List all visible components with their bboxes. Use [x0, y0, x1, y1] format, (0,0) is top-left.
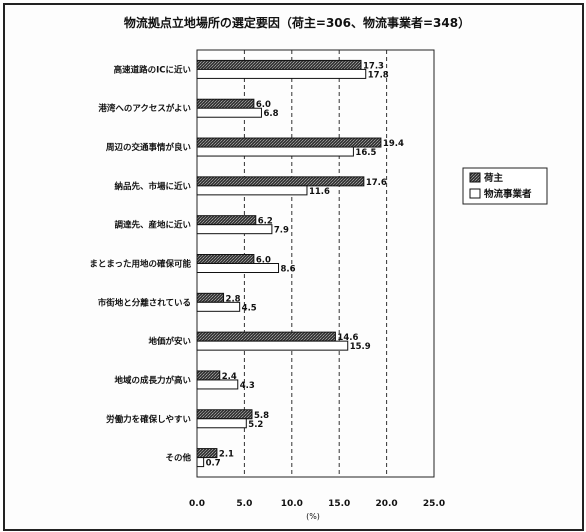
value-label-shipper: 6.2 [258, 217, 273, 227]
category-label: 高速道路のICに近い [114, 64, 191, 75]
bar-logistics [196, 224, 273, 235]
x-tick-label: 10.0 [281, 499, 303, 509]
value-label-logistics: 16.5 [355, 148, 376, 158]
x-tick-label: 15.0 [328, 499, 350, 509]
bar-shipper [196, 448, 218, 459]
value-label-shipper: 6.0 [256, 256, 271, 266]
bar-logistics [196, 457, 205, 468]
bar-logistics [196, 263, 280, 273]
x-tick-label: 25.0 [423, 499, 445, 509]
x-tick-label: 0.0 [189, 499, 205, 509]
category-label: その他 [165, 453, 191, 464]
legend-label-shipper: 荷主 [483, 172, 504, 184]
value-label-shipper: 6.0 [256, 100, 271, 110]
bar-logistics [196, 68, 367, 79]
bar-shipper [196, 331, 336, 342]
category-label: 周辺の交通事情が良い [106, 142, 191, 153]
value-label-shipper: 2.8 [226, 294, 241, 304]
value-label-logistics: 6.8 [263, 109, 278, 119]
bar-logistics [196, 340, 349, 351]
bar-shipper [196, 409, 253, 420]
bar-shipper [196, 137, 382, 148]
category-label: 調達先、産地に近い [114, 220, 191, 231]
value-label-shipper: 17.6 [366, 178, 387, 188]
value-label-logistics: 11.6 [309, 187, 330, 197]
x-tick-label: 20.0 [375, 499, 397, 509]
chart-title: 物流拠点立地場所の選定要因（荷主=306、物流事業者=348） [124, 15, 470, 30]
chart-frame: 物流拠点立地場所の選定要因（荷主=306、物流事業者=348） 0.0 5.0 10… [3, 3, 584, 531]
bar-logistics [196, 418, 247, 429]
value-label-shipper: 2.4 [222, 372, 237, 382]
x-tick-label: 5.0 [236, 499, 252, 509]
bar-logistics [196, 107, 262, 118]
value-label-shipper: 19.4 [383, 139, 404, 149]
category-label: 労働力を確保しやすい [106, 414, 191, 425]
value-label-logistics: 4.5 [242, 303, 257, 313]
category-label: 地域の成長力が高い [114, 375, 191, 386]
value-label-shipper: 17.3 [363, 61, 384, 71]
bar-logistics [196, 146, 354, 157]
bar-logistics [196, 301, 241, 312]
value-label-logistics: 5.2 [248, 420, 263, 430]
value-label-logistics: 7.9 [274, 226, 289, 236]
value-label-logistics: 15.9 [350, 342, 371, 352]
category-label: 港湾へのアクセスがよい [98, 103, 191, 114]
value-label-logistics: 4.3 [240, 381, 255, 391]
x-axis-unit-label: (%) [306, 512, 320, 521]
legend-swatch-logistics [469, 188, 481, 199]
value-label-shipper: 14.6 [337, 333, 358, 343]
category-label: まとまった用地の確保可能 [89, 259, 191, 270]
bar-shipper [196, 370, 221, 381]
legend-swatch-shipper [469, 172, 481, 183]
bar-logistics [196, 185, 308, 196]
legend-label-logistics: 物流事業者 [484, 188, 532, 200]
category-label: 地価が安い [148, 336, 191, 347]
value-label-logistics: 0.7 [206, 459, 221, 469]
value-label-shipper: 2.1 [219, 450, 234, 460]
value-label-logistics: 17.8 [368, 70, 389, 80]
legend: 荷主 物流事業者 [462, 167, 548, 205]
bars-layer [196, 59, 382, 468]
bar-shipper [196, 254, 255, 264]
bar-shipper [196, 59, 362, 70]
bar-shipper [196, 98, 255, 109]
value-label-logistics: 8.6 [281, 265, 296, 275]
bar-shipper [196, 292, 225, 303]
bar-shipper [196, 176, 365, 187]
bar-shipper [196, 215, 257, 226]
value-label-shipper: 5.8 [254, 411, 269, 421]
category-label: 市街地と分離されている [98, 297, 191, 308]
labels-layer: 0.0 5.0 10.0 15.0 20.0 25.0 高速道路のICに近い 17.317.8… [89, 61, 445, 509]
bar-logistics [196, 379, 239, 390]
chart-svg: 物流拠点立地場所の選定要因（荷主=306、物流事業者=348） 0.0 5.0 10… [89, 15, 548, 521]
category-label: 納品先、市場に近い [114, 181, 191, 192]
